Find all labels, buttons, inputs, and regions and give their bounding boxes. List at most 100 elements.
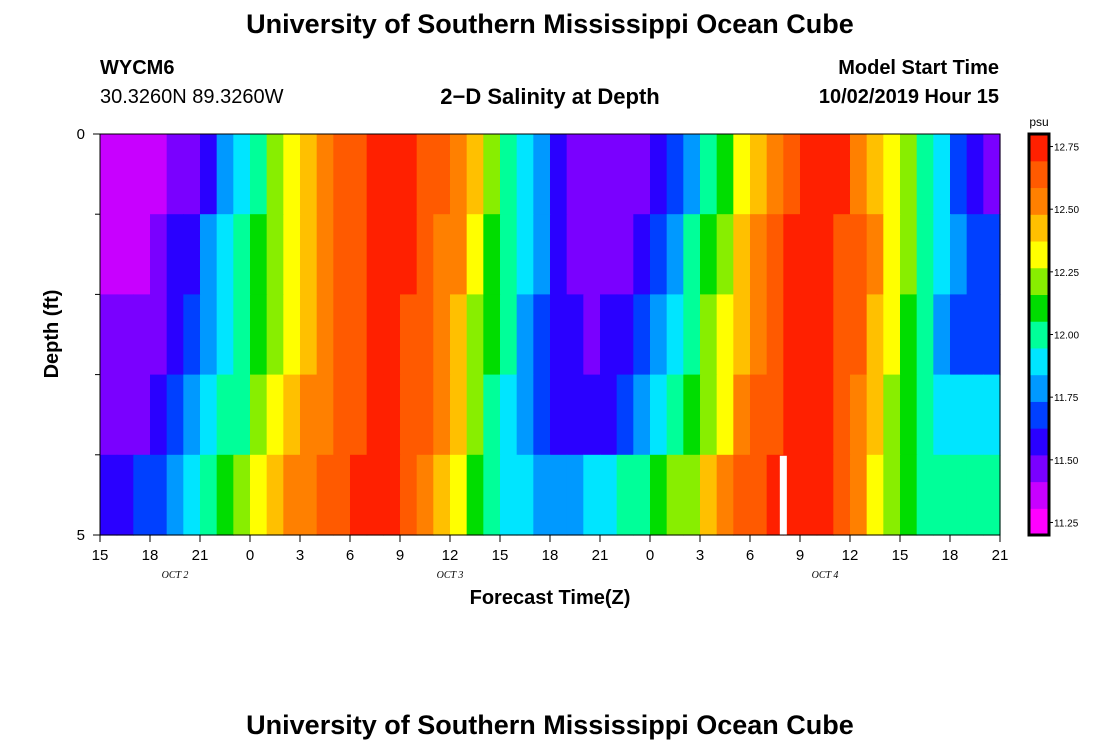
date-label: OCT 3: [437, 570, 464, 581]
heatmap-cell: [216, 374, 234, 456]
heatmap-cell: [900, 374, 918, 456]
heatmap-cell: [833, 374, 851, 456]
heatmap-cell: [766, 214, 784, 295]
heatmap-cell: [833, 294, 851, 376]
colorbar-tick-label: 12.50: [1054, 205, 1079, 216]
heatmap-cell: [650, 134, 668, 215]
heatmap-cell: [916, 214, 934, 295]
colorbar-segment: [1029, 214, 1049, 242]
heatmap-cell: [583, 374, 601, 456]
heatmap-cell: [383, 454, 401, 536]
heatmap-cell: [516, 214, 534, 295]
heatmap-cell: [266, 374, 284, 456]
heatmap-cell: [583, 454, 601, 536]
heatmap-cell: [183, 214, 201, 295]
heatmap-cell: [533, 214, 551, 295]
heatmap-cell: [600, 374, 618, 456]
heatmap-cell: [600, 134, 618, 215]
heatmap-cell: [666, 454, 684, 536]
x-tick-label: 15: [92, 547, 109, 564]
heatmap-cell: [316, 214, 334, 295]
heatmap-cell: [966, 134, 984, 215]
heatmap-cell: [216, 294, 234, 376]
x-tick-label: 9: [396, 547, 404, 564]
x-tick-label: 6: [346, 547, 354, 564]
heatmap-cell: [233, 294, 251, 376]
colorbar-tick-label: 12.75: [1054, 143, 1079, 154]
heatmap-cell: [333, 214, 351, 295]
heatmap-cell: [833, 454, 851, 536]
heatmap-cell: [900, 214, 918, 295]
heatmap-cell: [983, 294, 1001, 376]
current-time-marker: [779, 455, 787, 535]
heatmap-cell: [516, 134, 534, 215]
heatmap-cell: [633, 214, 651, 295]
plot-title: 2−D Salinity at Depth: [440, 84, 660, 109]
heatmap-cell: [616, 454, 634, 536]
heatmap-cell: [350, 294, 368, 376]
heatmap-cell: [166, 374, 184, 456]
heatmap-cells: [100, 134, 1001, 536]
page-title: University of Southern Mississippi Ocean…: [246, 9, 854, 39]
heatmap-cell: [633, 454, 651, 536]
heatmap-cell: [416, 214, 434, 295]
heatmap-cell: [200, 454, 218, 536]
heatmap-cell: [450, 134, 468, 215]
heatmap-cell: [366, 454, 384, 536]
heatmap-cell: [416, 454, 434, 536]
x-tick-label: 3: [296, 547, 304, 564]
heatmap-cell: [200, 374, 218, 456]
heatmap-cell: [800, 374, 818, 456]
x-tick-label: 15: [892, 547, 909, 564]
heatmap-cell: [333, 294, 351, 376]
heatmap-cell: [350, 374, 368, 456]
colorbar-unit: psu: [1029, 115, 1048, 129]
heatmap-cell: [166, 454, 184, 536]
heatmap-cell: [383, 374, 401, 456]
heatmap-cell: [733, 374, 751, 456]
heatmap-cell: [633, 374, 651, 456]
heatmap-cell: [616, 134, 634, 215]
heatmap-cell: [566, 214, 584, 295]
heatmap-cell: [650, 294, 668, 376]
heatmap-cell: [850, 294, 868, 376]
colorbar-segment: [1029, 401, 1049, 429]
x-tick-label: 6: [746, 547, 754, 564]
heatmap-cell: [950, 294, 968, 376]
heatmap-cell: [550, 134, 568, 215]
heatmap-cell: [566, 454, 584, 536]
heatmap-cell: [283, 294, 301, 376]
heatmap-cell: [616, 374, 634, 456]
heatmap-cell: [316, 374, 334, 456]
heatmap-cell: [150, 454, 168, 536]
x-tick-label: 18: [542, 547, 559, 564]
x-tick-label: 18: [142, 547, 159, 564]
heatmap-cell: [750, 294, 768, 376]
heatmap-cell: [883, 294, 901, 376]
x-tick-label: 9: [796, 547, 804, 564]
colorbar-tick-label: 12.25: [1054, 268, 1079, 279]
heatmap-cell: [116, 294, 134, 376]
heatmap-cell: [533, 294, 551, 376]
heatmap-cell: [883, 134, 901, 215]
heatmap-cell: [983, 454, 1001, 536]
heatmap-cell: [666, 134, 684, 215]
heatmap-cell: [416, 134, 434, 215]
heatmap-cell: [150, 374, 168, 456]
colorbar-segment: [1029, 321, 1049, 349]
heatmap-cell: [933, 134, 951, 215]
heatmap-cell: [566, 134, 584, 215]
heatmap-cell: [583, 134, 601, 215]
heatmap-cell: [716, 454, 734, 536]
colorbar-segment: [1029, 428, 1049, 456]
heatmap-cell: [300, 294, 318, 376]
heatmap-cell: [650, 454, 668, 536]
heatmap-cell: [233, 374, 251, 456]
heatmap-cell: [383, 294, 401, 376]
heatmap-cell: [750, 134, 768, 215]
heatmap-cell: [683, 374, 701, 456]
heatmap-cell: [200, 214, 218, 295]
x-tick-label: 21: [592, 547, 609, 564]
